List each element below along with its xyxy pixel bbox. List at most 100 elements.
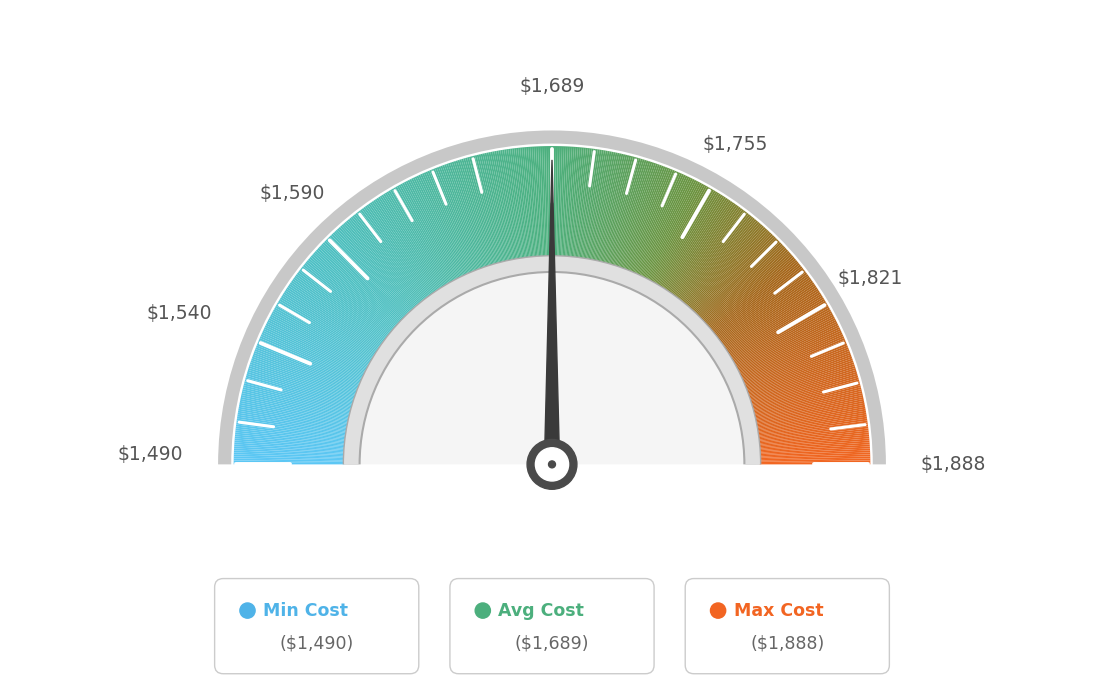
Wedge shape [309, 257, 394, 330]
Wedge shape [289, 284, 381, 348]
Wedge shape [609, 159, 643, 266]
Wedge shape [280, 297, 375, 357]
Wedge shape [332, 233, 410, 314]
Wedge shape [746, 351, 850, 392]
Wedge shape [464, 158, 496, 265]
Wedge shape [362, 208, 429, 298]
Wedge shape [477, 155, 505, 263]
Wedge shape [696, 234, 773, 315]
FancyBboxPatch shape [450, 579, 654, 673]
Wedge shape [299, 269, 388, 338]
Wedge shape [514, 148, 529, 258]
Wedge shape [429, 170, 474, 273]
Wedge shape [751, 372, 857, 405]
Wedge shape [724, 287, 818, 350]
Wedge shape [705, 251, 789, 326]
Wedge shape [259, 338, 361, 383]
Wedge shape [758, 435, 869, 446]
Wedge shape [497, 150, 517, 260]
Wedge shape [263, 331, 363, 378]
Wedge shape [688, 224, 763, 308]
Wedge shape [566, 147, 576, 257]
Wedge shape [700, 241, 779, 319]
Wedge shape [735, 316, 835, 369]
Wedge shape [301, 266, 390, 336]
Circle shape [535, 448, 569, 481]
Wedge shape [305, 263, 391, 334]
Wedge shape [744, 342, 847, 386]
Wedge shape [500, 150, 520, 259]
Wedge shape [746, 353, 851, 393]
Wedge shape [264, 327, 364, 376]
Wedge shape [755, 395, 863, 420]
Wedge shape [238, 405, 348, 426]
Wedge shape [741, 333, 842, 380]
Wedge shape [236, 420, 347, 437]
Wedge shape [381, 195, 442, 289]
Wedge shape [617, 162, 655, 268]
Wedge shape [392, 188, 448, 285]
Wedge shape [247, 372, 353, 405]
Text: $1,540: $1,540 [147, 304, 212, 323]
Wedge shape [718, 273, 807, 340]
Wedge shape [755, 399, 864, 423]
Wedge shape [237, 411, 348, 431]
Wedge shape [363, 207, 429, 297]
Wedge shape [691, 228, 767, 311]
Wedge shape [715, 268, 804, 337]
Wedge shape [251, 360, 355, 397]
Wedge shape [250, 362, 355, 399]
Wedge shape [686, 220, 758, 306]
Wedge shape [722, 282, 814, 346]
Wedge shape [745, 347, 849, 389]
Wedge shape [758, 428, 869, 442]
Wedge shape [234, 444, 344, 453]
Wedge shape [754, 391, 862, 418]
Wedge shape [238, 406, 348, 428]
Wedge shape [443, 165, 481, 270]
Wedge shape [302, 264, 391, 335]
Wedge shape [328, 237, 407, 317]
Wedge shape [760, 442, 870, 451]
Wedge shape [744, 345, 848, 388]
Wedge shape [708, 254, 792, 328]
Wedge shape [559, 146, 564, 257]
Wedge shape [297, 273, 386, 340]
Wedge shape [752, 375, 858, 408]
Wedge shape [575, 148, 590, 258]
Wedge shape [719, 275, 809, 342]
Wedge shape [405, 181, 458, 280]
Wedge shape [603, 155, 631, 264]
Wedge shape [586, 150, 606, 259]
Wedge shape [749, 360, 853, 397]
Wedge shape [745, 349, 849, 391]
Wedge shape [242, 393, 350, 419]
Wedge shape [349, 218, 421, 304]
Wedge shape [594, 152, 617, 262]
Wedge shape [353, 214, 424, 302]
Wedge shape [758, 424, 868, 440]
Wedge shape [635, 172, 680, 275]
Wedge shape [298, 271, 388, 339]
Wedge shape [742, 334, 843, 381]
Wedge shape [587, 150, 607, 260]
Wedge shape [424, 172, 469, 275]
Text: $1,821: $1,821 [838, 269, 903, 288]
Wedge shape [626, 167, 667, 271]
Wedge shape [396, 186, 452, 283]
Wedge shape [741, 331, 841, 378]
Wedge shape [580, 149, 596, 259]
Wedge shape [744, 344, 847, 386]
Wedge shape [319, 246, 401, 323]
FancyBboxPatch shape [686, 579, 890, 673]
Wedge shape [395, 186, 450, 284]
Wedge shape [337, 228, 413, 311]
Text: ($1,490): ($1,490) [279, 634, 353, 652]
Wedge shape [373, 200, 436, 293]
Wedge shape [634, 171, 679, 274]
Wedge shape [360, 209, 428, 299]
Wedge shape [314, 253, 397, 327]
Wedge shape [595, 153, 619, 262]
Wedge shape [246, 375, 352, 408]
Wedge shape [682, 217, 753, 304]
